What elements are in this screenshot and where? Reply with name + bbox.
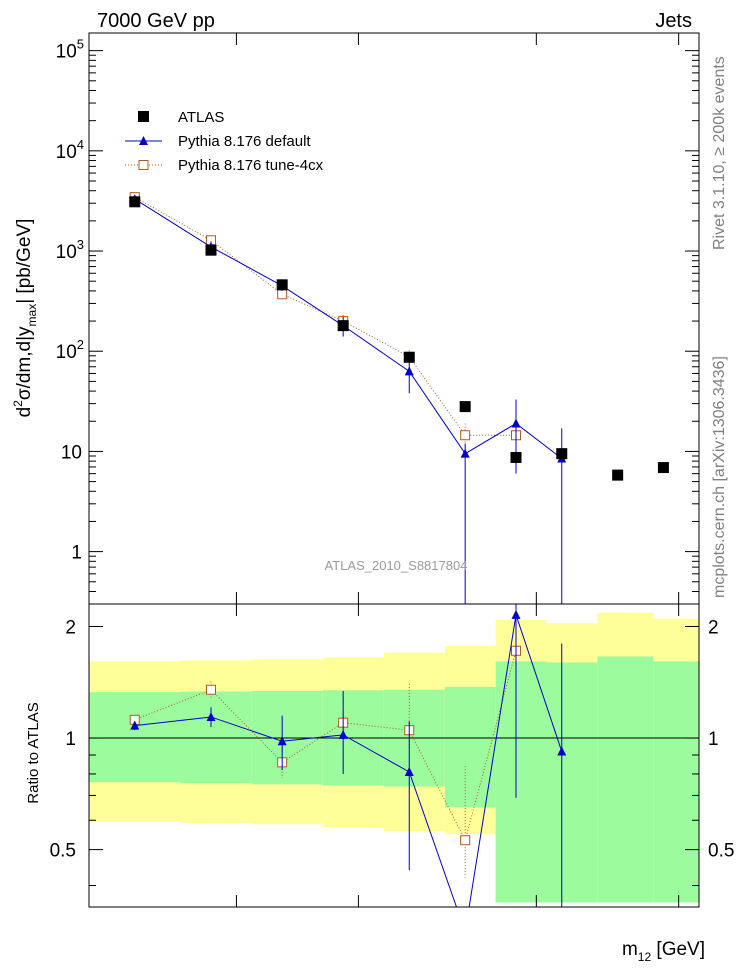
tick-base: 10 — [56, 342, 77, 363]
x-axis-ticks — [235, 33, 680, 907]
atlas-point — [403, 351, 415, 363]
tick-base: 10 — [56, 142, 77, 163]
tick-exponent: 2 — [77, 337, 84, 352]
main-series — [129, 192, 669, 604]
tune-ratio-point — [206, 684, 216, 695]
tick-exponent: 4 — [77, 137, 84, 152]
atlas-point — [612, 469, 624, 481]
atlas-point — [657, 462, 669, 474]
tick-exponent: 3 — [77, 237, 84, 252]
main-y-tick-label: 10 — [61, 442, 82, 463]
default-line — [134, 198, 563, 459]
tick-base: 1 — [71, 543, 82, 564]
green-band-bin — [653, 661, 699, 903]
ratio-series — [129, 604, 567, 936]
tune-point — [277, 289, 288, 300]
main-y-tick-label: 105 — [56, 37, 84, 63]
main-y-axis-title: d2σ/dm,d|ymax| [pb/GeV] — [11, 219, 39, 418]
default-ratio-point — [404, 766, 414, 776]
analysis-watermark: ATLAS_2010_S8817804 — [325, 558, 468, 573]
ratio-y-tick-label-right: 1 — [708, 729, 719, 750]
green-band-bin — [444, 686, 496, 808]
legend-atlas-marker — [138, 111, 149, 122]
tick-base: 10 — [61, 442, 82, 463]
xlabel-suffix: [GeV] — [651, 939, 705, 960]
tick-base: 10 — [56, 242, 77, 263]
atlas-point — [510, 451, 522, 463]
default-ratio-point — [338, 729, 348, 739]
green-band-bin — [597, 656, 654, 903]
green-band-bin — [495, 661, 547, 903]
ylabel-sub: max — [25, 304, 39, 327]
ratio-y-tick-label-right: 2 — [708, 617, 719, 638]
atlas-point — [205, 244, 217, 256]
xlabel-sub: 12 — [638, 950, 652, 964]
default-ratio-point — [130, 720, 140, 730]
tune-line — [134, 196, 516, 436]
tick-base: 10 — [56, 42, 77, 63]
main-y-tick-label: 104 — [56, 137, 84, 163]
ratio-y-axis-title: Ratio to ATLAS — [25, 702, 42, 803]
default-ratio-point — [511, 609, 521, 619]
main-y-tick-label: 103 — [56, 237, 84, 263]
green-band-bin — [546, 662, 598, 903]
legend-default-marker — [139, 136, 148, 145]
default-ratio-line — [134, 614, 563, 907]
ratio-y-tick-label-left: 0.5 — [50, 841, 76, 862]
ylabel-sigma: σ/dm,d|y — [14, 326, 35, 400]
atlas-point — [276, 279, 288, 291]
ratio-y-tick-label-left: 1 — [65, 729, 76, 750]
legend-atlas-label: ATLAS — [178, 109, 224, 126]
default-point — [460, 448, 470, 458]
legend-tune-label: Pythia 8.176 tune-4cx — [178, 157, 324, 174]
ratio-y-tick-label-right: 0.5 — [708, 841, 734, 862]
side-label-bottom: mcplots.cern.ch [arXiv:1306.3436] — [711, 356, 728, 598]
atlas-point — [459, 401, 471, 413]
tune-ratio-point — [460, 835, 471, 846]
x-axis-title: m12 [GeV] — [622, 939, 705, 964]
ylabel-prefix: d — [14, 407, 35, 418]
ylabel-sup: 2 — [11, 400, 25, 407]
ratio-y-tick-label-left: 2 — [65, 617, 76, 638]
legend-default-label: Pythia 8.176 default — [178, 133, 311, 150]
default-ratio-point — [461, 927, 470, 936]
ratio-y-axis: 0.5 0.5 1 1 2 2 — [50, 617, 734, 887]
tune-point — [460, 430, 471, 441]
header-left: 7000 GeV pp — [97, 10, 215, 32]
header-right: Jets — [655, 10, 692, 32]
ratio-bands — [89, 612, 699, 903]
atlas-point — [129, 196, 141, 208]
xlabel-base: m — [622, 939, 638, 960]
tick-exponent: 5 — [77, 37, 84, 52]
atlas-point — [556, 448, 568, 460]
main-y-tick-label: 102 — [56, 337, 84, 363]
default-ratio-point — [206, 711, 216, 721]
default-point — [404, 366, 414, 376]
default-ratio-point — [277, 736, 287, 746]
main-y-tick-label: 1 — [71, 543, 82, 564]
default-point — [511, 418, 521, 428]
side-label-top: Rivet 3.1.10, ≥ 200k events — [711, 56, 728, 250]
legend: ATLAS Pythia 8.176 default Pythia 8.176 … — [125, 109, 324, 174]
ylabel-suffix: | [pb/GeV] — [14, 219, 35, 304]
green-band-bin — [180, 691, 252, 784]
atlas-point — [337, 320, 349, 332]
legend-tune-marker — [138, 160, 149, 170]
default-ratio-point — [557, 746, 567, 756]
green-band-bin — [89, 692, 181, 783]
